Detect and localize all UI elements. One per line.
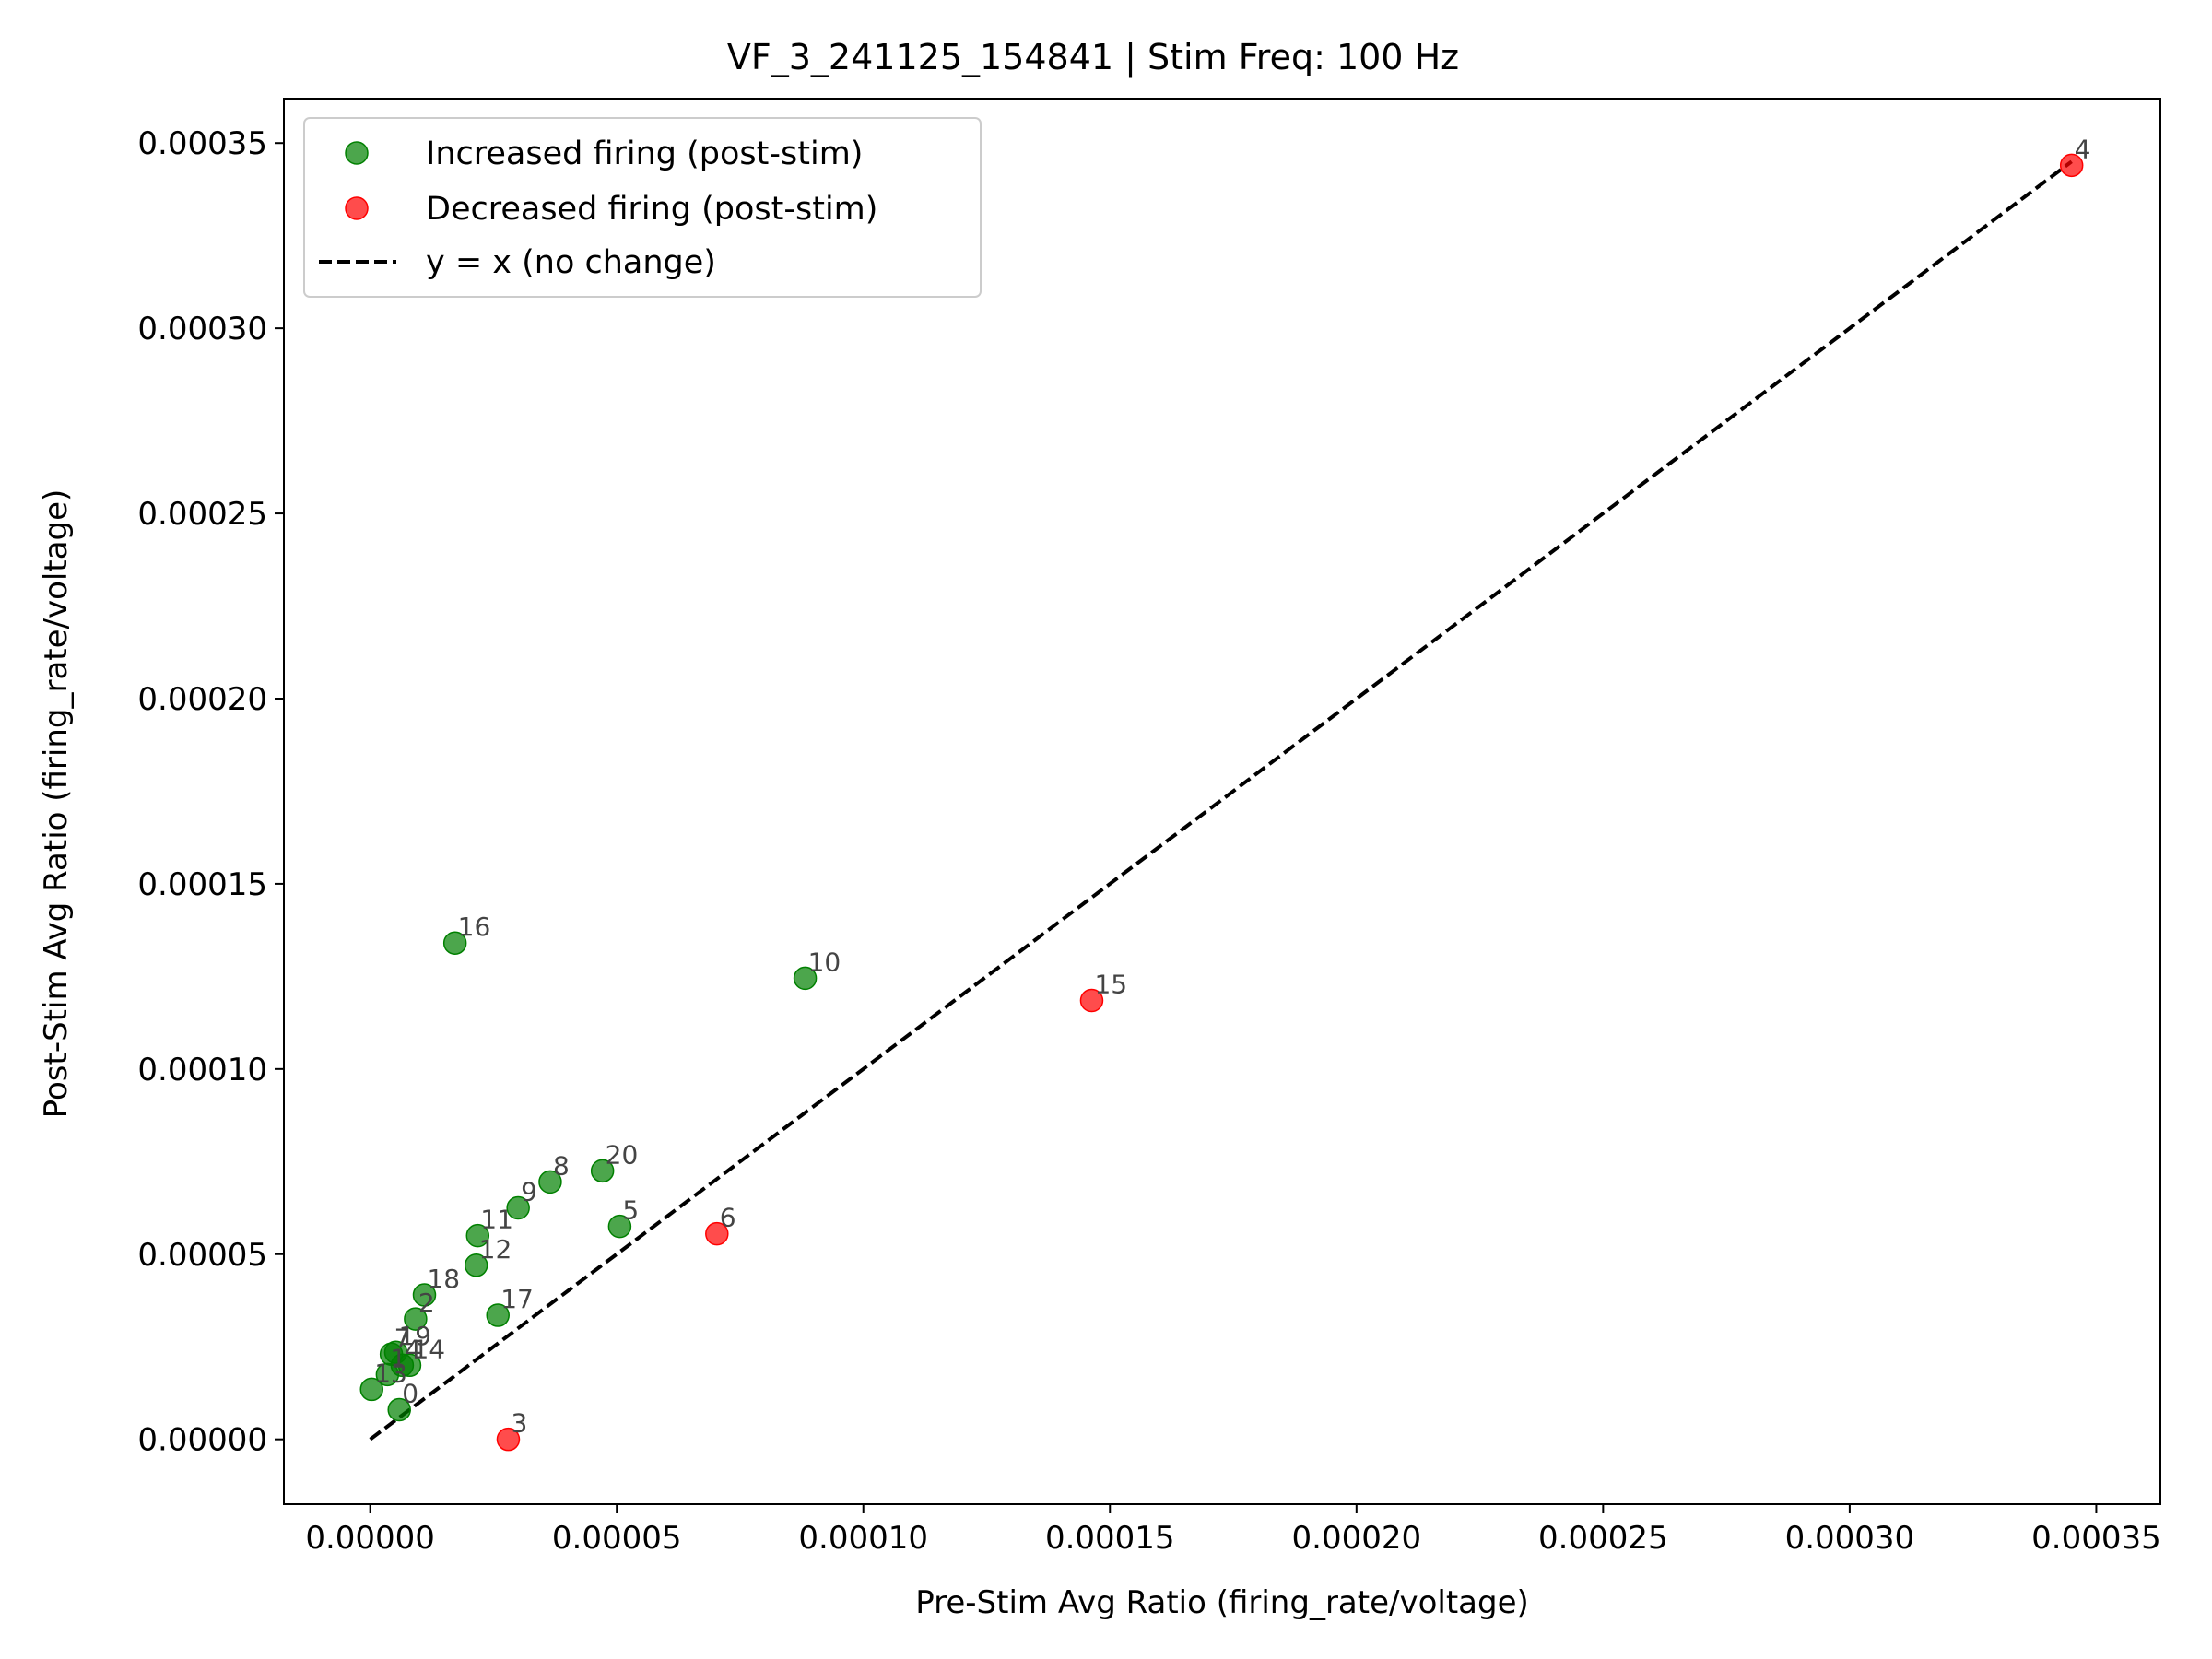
point-label-12: 12 — [479, 1234, 512, 1265]
point-label-11: 11 — [480, 1205, 513, 1235]
point-label-2: 2 — [418, 1288, 435, 1318]
point-label-10: 10 — [808, 947, 841, 977]
point-increased-10 — [793, 966, 818, 991]
x-axis-label: Pre-Stim Avg Ratio (firing_rate/voltage) — [915, 1584, 1529, 1621]
point-label-1: 1 — [390, 1343, 406, 1373]
chart-title: VF_3_241125_154841 | Stim Freq: 100 Hz — [727, 37, 1459, 78]
point-increased-5 — [607, 1214, 632, 1239]
plot-frame — [283, 98, 2161, 1505]
point-label-14: 14 — [412, 1334, 445, 1364]
x-tick-label: 0.00030 — [1785, 1520, 1915, 1557]
point-label-3: 3 — [511, 1408, 527, 1439]
point-increased-9 — [506, 1195, 530, 1220]
point-increased-13 — [359, 1377, 383, 1402]
point-label-16: 16 — [458, 912, 491, 942]
y-axis-label: Post-Stim Avg Ratio (firing_rate/voltage… — [38, 489, 75, 1119]
x-tick-label: 0.00025 — [1538, 1520, 1668, 1557]
point-label-0: 0 — [402, 1379, 418, 1409]
identity-line — [369, 159, 2073, 1441]
point-label-20: 20 — [606, 1139, 639, 1170]
point-increased-8 — [538, 1170, 562, 1194]
point-label-13: 13 — [374, 1358, 407, 1388]
legend-identity-label: y = x (no change) — [426, 244, 716, 281]
axes: 0.00000 0.00005 0.00010 0.00015 0.00020 0.000… — [137, 98, 2161, 1557]
x-tick-label: 0.00000 — [305, 1520, 435, 1557]
legend-increased-label: Increased firing (post-stim) — [426, 135, 863, 172]
legend-decreased-marker — [345, 196, 369, 220]
point-decreased-4 — [2059, 153, 2084, 178]
point-label-9: 9 — [521, 1177, 537, 1207]
point-increased-16 — [442, 931, 467, 955]
point-label-15: 15 — [1094, 969, 1127, 999]
point-increased-20 — [590, 1159, 615, 1183]
y-tick-label: 0.00020 — [137, 681, 267, 718]
point-increased-19 — [383, 1340, 408, 1364]
point-decreased-6 — [705, 1221, 729, 1246]
point-label-17: 17 — [500, 1284, 534, 1314]
point-increased-12 — [464, 1253, 488, 1277]
point-label-19: 19 — [398, 1321, 431, 1351]
x-tick-label: 0.00010 — [798, 1520, 928, 1557]
point-increased-18 — [412, 1283, 437, 1307]
point-increased-0 — [387, 1397, 411, 1422]
point-label-6: 6 — [720, 1203, 736, 1233]
legend-decreased-label: Decreased firing (post-stim) — [426, 191, 877, 228]
point-label-4: 4 — [405, 1334, 421, 1364]
legend: Increased firing (post-stim) Decreased f… — [303, 117, 982, 298]
points-layer — [359, 153, 2084, 1452]
point-increased-2 — [404, 1307, 428, 1331]
point-label-18: 18 — [427, 1264, 460, 1294]
point-label-4: 4 — [2075, 134, 2091, 164]
x-tick-label: 0.00015 — [1045, 1520, 1175, 1557]
y-tick-label: 0.00010 — [137, 1052, 267, 1088]
point-decreased-15 — [1079, 988, 1104, 1013]
point-increased-17 — [486, 1303, 510, 1327]
legend-box — [303, 117, 982, 298]
point-label-5: 5 — [622, 1195, 639, 1226]
identity-line-layer — [369, 159, 2073, 1441]
y-tick-label: 0.00035 — [137, 125, 267, 162]
point-decreased-3 — [496, 1427, 521, 1452]
legend-increased-marker — [345, 141, 369, 165]
y-tick-label: 0.00030 — [137, 311, 267, 347]
y-tick-label: 0.00015 — [137, 866, 267, 903]
y-tick-label: 0.00025 — [137, 496, 267, 533]
point-label-8: 8 — [553, 1150, 570, 1181]
x-tick-label: 0.00005 — [552, 1520, 682, 1557]
point-label-7: 7 — [394, 1323, 411, 1353]
point-increased-11 — [465, 1223, 490, 1248]
y-tick-label: 0.00005 — [137, 1237, 267, 1274]
x-tick-label: 0.00020 — [1292, 1520, 1422, 1557]
y-tick-label: 0.00000 — [137, 1422, 267, 1459]
x-tick-label: 0.00035 — [2031, 1520, 2161, 1557]
